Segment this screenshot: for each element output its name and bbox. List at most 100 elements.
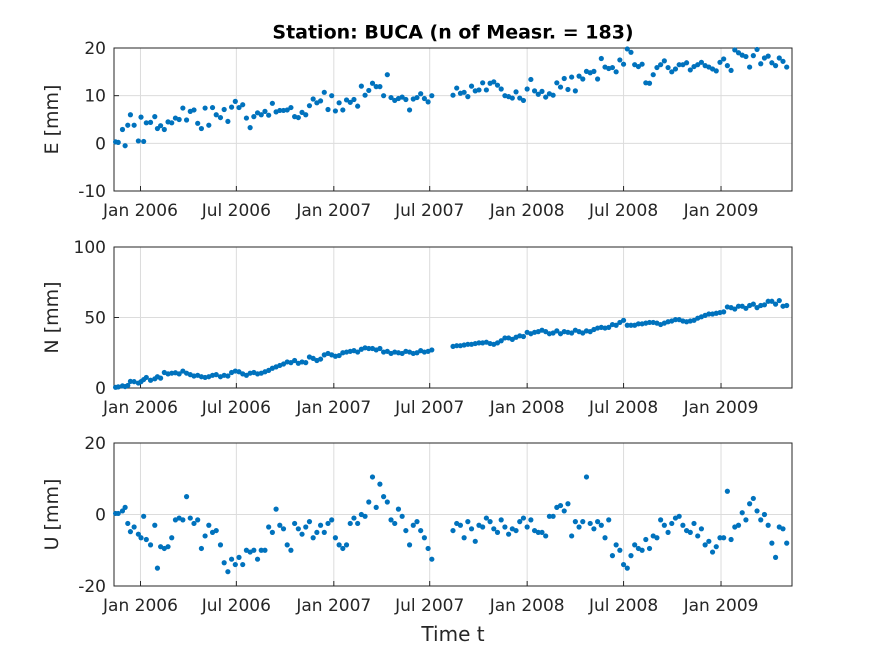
data-point [406, 107, 413, 113]
y-tick-label: 0 [95, 506, 106, 526]
data-point [580, 519, 586, 525]
x-tick-label: Jan 2007 [295, 201, 371, 221]
data-point [125, 382, 131, 389]
data-point [152, 522, 158, 528]
data-point [502, 335, 508, 341]
data-point [520, 333, 527, 340]
data-point [176, 116, 182, 123]
data-point [691, 520, 697, 527]
x-tick-label: Jan 2009 [683, 398, 759, 418]
data-point [654, 64, 660, 71]
data-point [165, 544, 171, 550]
data-point [498, 517, 504, 523]
data-point [617, 57, 623, 63]
data-point [388, 94, 394, 101]
data-point [295, 114, 301, 121]
data-point [721, 535, 727, 541]
data-point [143, 120, 149, 126]
data-point [384, 72, 390, 78]
data-point [609, 64, 616, 71]
y-axis-label: N [mm] [41, 281, 63, 353]
data-point [303, 112, 309, 118]
data-point [240, 561, 246, 568]
x-tick-label: Jan 2008 [489, 398, 565, 418]
data-point [576, 73, 582, 79]
x-tick-label: Jul 2006 [201, 596, 271, 616]
data-point [310, 535, 316, 541]
y-axis-label: E [mm] [41, 85, 63, 155]
data-point [373, 84, 379, 90]
data-point [147, 119, 154, 125]
data-point [576, 524, 582, 530]
data-point [780, 526, 786, 532]
data-point [209, 104, 216, 111]
data-point [654, 535, 660, 541]
data-point [620, 561, 627, 568]
data-point [609, 553, 616, 559]
data-point [672, 66, 679, 72]
data-point [373, 504, 379, 510]
data-point [295, 526, 301, 532]
y-tick-label: -10 [78, 182, 106, 202]
data-point [369, 474, 376, 480]
data-point [735, 522, 742, 528]
data-point [236, 104, 242, 111]
data-point [524, 524, 530, 530]
data-point [465, 519, 471, 525]
x-tick-label: Jul 2008 [588, 398, 658, 418]
subplot-E: Jan 2006 Jul 2006 Jan 2007 Jul 2007 Jan 2008… [41, 39, 793, 221]
data-point [506, 531, 512, 537]
data-point [761, 302, 768, 308]
data-point [152, 114, 158, 120]
axes-frame [113, 246, 793, 389]
data-point [669, 520, 675, 527]
data-point [369, 80, 376, 86]
data-point [180, 517, 186, 523]
data-point [269, 529, 275, 535]
data-point [617, 547, 623, 553]
data-point [554, 328, 560, 334]
data-point [561, 75, 567, 82]
data-point [624, 322, 630, 328]
y-tick-label: 10 [84, 87, 106, 107]
data-point [176, 371, 182, 377]
data-point [672, 317, 679, 323]
data-point [225, 118, 231, 125]
data-point [414, 94, 420, 101]
data-point [695, 533, 701, 539]
data-point [169, 120, 175, 126]
data-point [258, 547, 264, 553]
data-point [310, 96, 316, 102]
data-point [754, 46, 760, 53]
data-point [465, 94, 471, 100]
data-point [635, 321, 641, 327]
data-point [115, 510, 121, 517]
data-point [461, 89, 467, 95]
x-tick-label: Jan 2009 [683, 596, 759, 616]
data-point [143, 536, 149, 543]
data-point [180, 105, 186, 111]
data-point [750, 301, 756, 307]
data-point [115, 384, 121, 390]
data-point [591, 68, 597, 74]
data-point [569, 533, 575, 539]
data-point [758, 517, 764, 523]
data-point [183, 494, 190, 500]
data-point [550, 513, 556, 519]
data-point [776, 55, 782, 61]
data-point [472, 538, 478, 544]
data-point [410, 522, 416, 528]
data-point [228, 104, 235, 110]
data-point [425, 99, 431, 105]
data-point [399, 94, 405, 100]
data-point [461, 535, 467, 541]
x-tick-label: Jul 2007 [394, 398, 464, 418]
series-E [112, 46, 790, 149]
x-tick-label: Jul 2006 [201, 398, 271, 418]
data-point [498, 338, 504, 344]
data-point [221, 106, 227, 113]
data-point [280, 526, 287, 532]
data-point [273, 506, 279, 512]
data-point [292, 357, 298, 364]
